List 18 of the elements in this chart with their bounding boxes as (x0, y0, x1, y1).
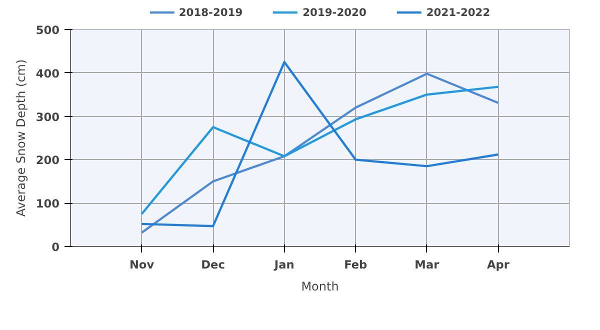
x-axis-title: Month (301, 280, 339, 294)
legend-label: 2021-2022 (426, 6, 490, 18)
legend-label: 2019-2020 (302, 6, 366, 18)
y-tick-label: 400 (36, 66, 60, 80)
x-tick-label: Nov (129, 258, 155, 272)
x-tick-label: Apr (486, 258, 510, 272)
y-tick-label: 200 (36, 153, 60, 168)
y-tick-label: 300 (36, 110, 60, 124)
x-tick-label: Dec (201, 258, 225, 272)
y-tick-label: 500 (36, 23, 60, 37)
line-series (140, 86, 500, 216)
y-tick-label: 100 (36, 196, 60, 211)
legend-label: 2018-2019 (178, 6, 243, 18)
x-tick-label: Feb (344, 258, 368, 272)
x-tick-label: Mar (414, 258, 440, 272)
y-tick-label: 0 (52, 240, 60, 254)
y-axis-title: Average Snow Depth (cm) (14, 59, 28, 217)
x-tick-label: Jan (273, 258, 294, 272)
